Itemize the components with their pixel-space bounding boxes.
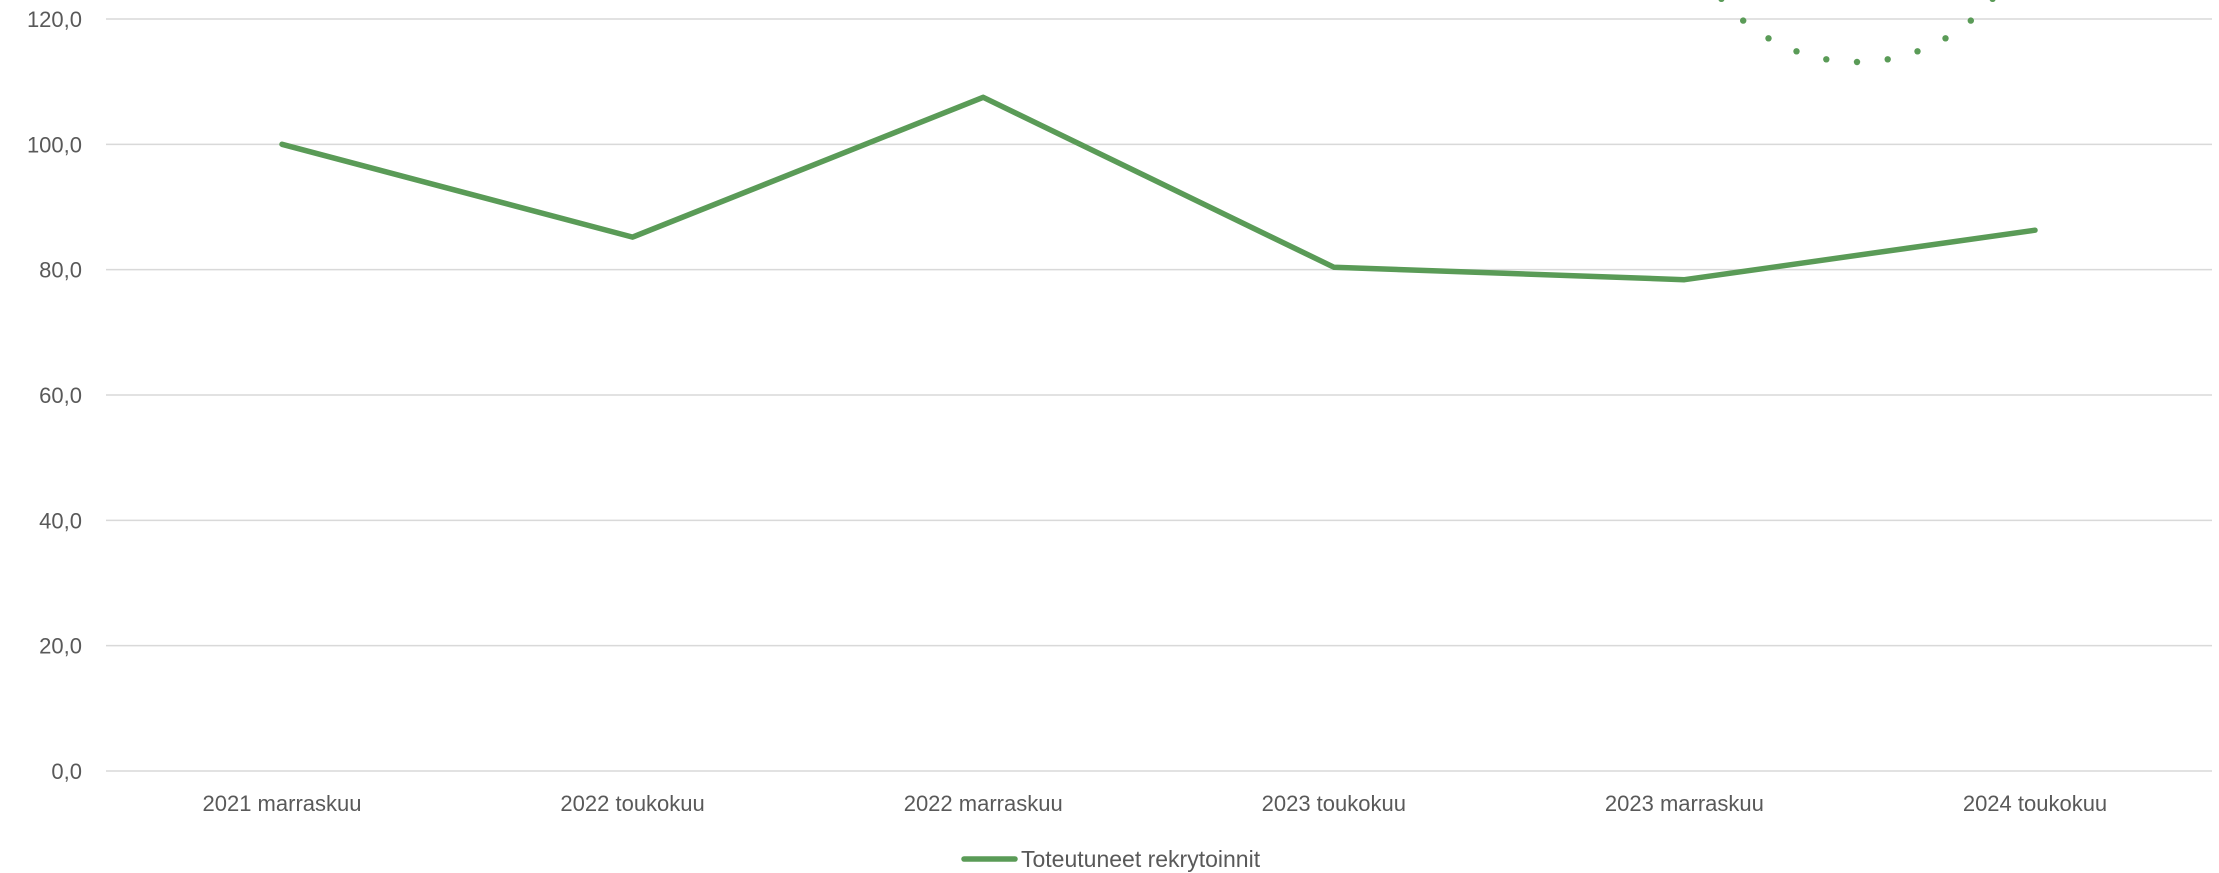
y-tick-label: 60,0 xyxy=(39,383,82,408)
x-tick-label: 2024 toukokuu xyxy=(1963,791,2107,816)
decorative-dotted-arc xyxy=(1718,0,1996,66)
x-tick-label: 2023 marraskuu xyxy=(1605,791,1764,816)
decoration-dot xyxy=(1942,35,1949,42)
x-axis-ticks: 2021 marraskuu 2022 toukokuu 2022 marrasku… xyxy=(203,791,2108,816)
decoration-dot xyxy=(1823,56,1830,63)
y-tick-label: 20,0 xyxy=(39,634,82,659)
gridlines xyxy=(106,18,2212,772)
y-tick-label: 40,0 xyxy=(39,508,82,533)
legend-label: Toteutuneet rekrytoinnit xyxy=(1021,846,1261,872)
decoration-dot xyxy=(1765,35,1772,42)
decoration-dot xyxy=(1884,56,1891,63)
y-tick-label: 0,0 xyxy=(51,759,82,784)
y-tick-label: 80,0 xyxy=(39,258,82,283)
decoration-dot xyxy=(1967,17,1975,24)
x-tick-label: 2023 toukokuu xyxy=(1262,791,1406,816)
decoration-dot xyxy=(1793,48,1800,55)
decoration-dot xyxy=(1740,17,1747,24)
decoration-dot xyxy=(1914,48,1921,55)
y-axis-ticks: 0,0 20,0 40,0 60,0 80,0 100,0 120,0 xyxy=(27,7,82,784)
x-tick-label: 2021 marraskuu xyxy=(203,791,362,816)
legend: Toteutuneet rekrytoinnit xyxy=(961,846,1261,872)
series-line xyxy=(279,94,2038,283)
x-tick-label: 2022 toukokuu xyxy=(560,791,704,816)
x-tick-label: 2022 marraskuu xyxy=(904,791,1063,816)
y-tick-label: 100,0 xyxy=(27,132,82,157)
decoration-dot xyxy=(1718,0,1725,2)
y-tick-label: 120,0 xyxy=(27,7,82,32)
decoration-dot xyxy=(1853,58,1861,66)
decoration-dot xyxy=(1989,0,1996,2)
series-lines xyxy=(279,94,2038,283)
